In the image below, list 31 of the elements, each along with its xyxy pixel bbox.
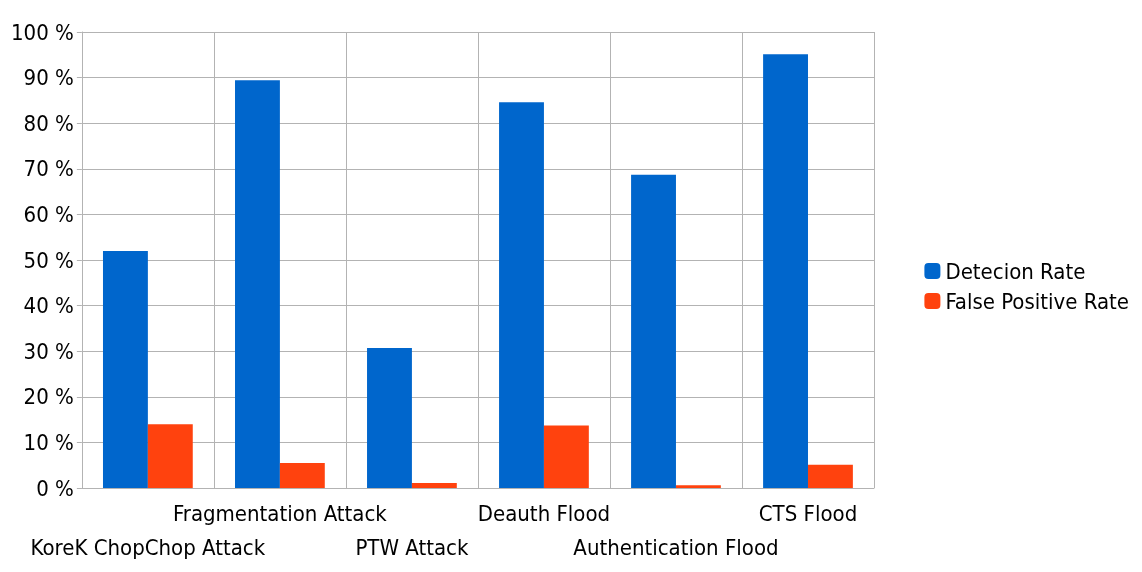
bar (543, 425, 589, 488)
x-tick-label: KoreK ChopChop Attack (30, 534, 266, 560)
legend-label: Detecion Rate (945, 258, 1086, 284)
y-tick-label: 100 % (10, 19, 74, 45)
y-tick-label: 80 % (23, 110, 74, 136)
bar (499, 102, 544, 488)
y-tick-label: 20 % (23, 384, 74, 410)
x-tick-label: Fragmentation Attack (172, 500, 388, 526)
bar (763, 54, 808, 488)
x-tick-label: Authentication Flood (573, 534, 779, 560)
y-tick-label: 90 % (23, 65, 74, 91)
bar (367, 348, 412, 488)
y-tick-label: 10 % (23, 429, 74, 455)
y-tick-label: 60 % (23, 201, 74, 227)
bar (235, 80, 280, 488)
y-tick-label: 70 % (23, 156, 74, 182)
bar (675, 485, 721, 488)
bar (631, 174, 676, 488)
bar (102, 250, 148, 488)
y-tick-label: 50 % (23, 247, 74, 273)
bar (147, 424, 193, 488)
bar (279, 462, 325, 488)
y-tick-label: 40 % (23, 293, 74, 319)
x-tick-label: Deauth Flood (477, 500, 611, 526)
x-tick-label: PTW Attack (355, 534, 469, 560)
x-tick-label: CTS Flood (758, 500, 858, 526)
legend-label: False Positive Rate (945, 288, 1129, 314)
bar (411, 482, 457, 488)
y-tick-label: 30 % (23, 338, 74, 364)
bar (807, 464, 853, 488)
y-tick-label: 0 % (36, 475, 74, 501)
